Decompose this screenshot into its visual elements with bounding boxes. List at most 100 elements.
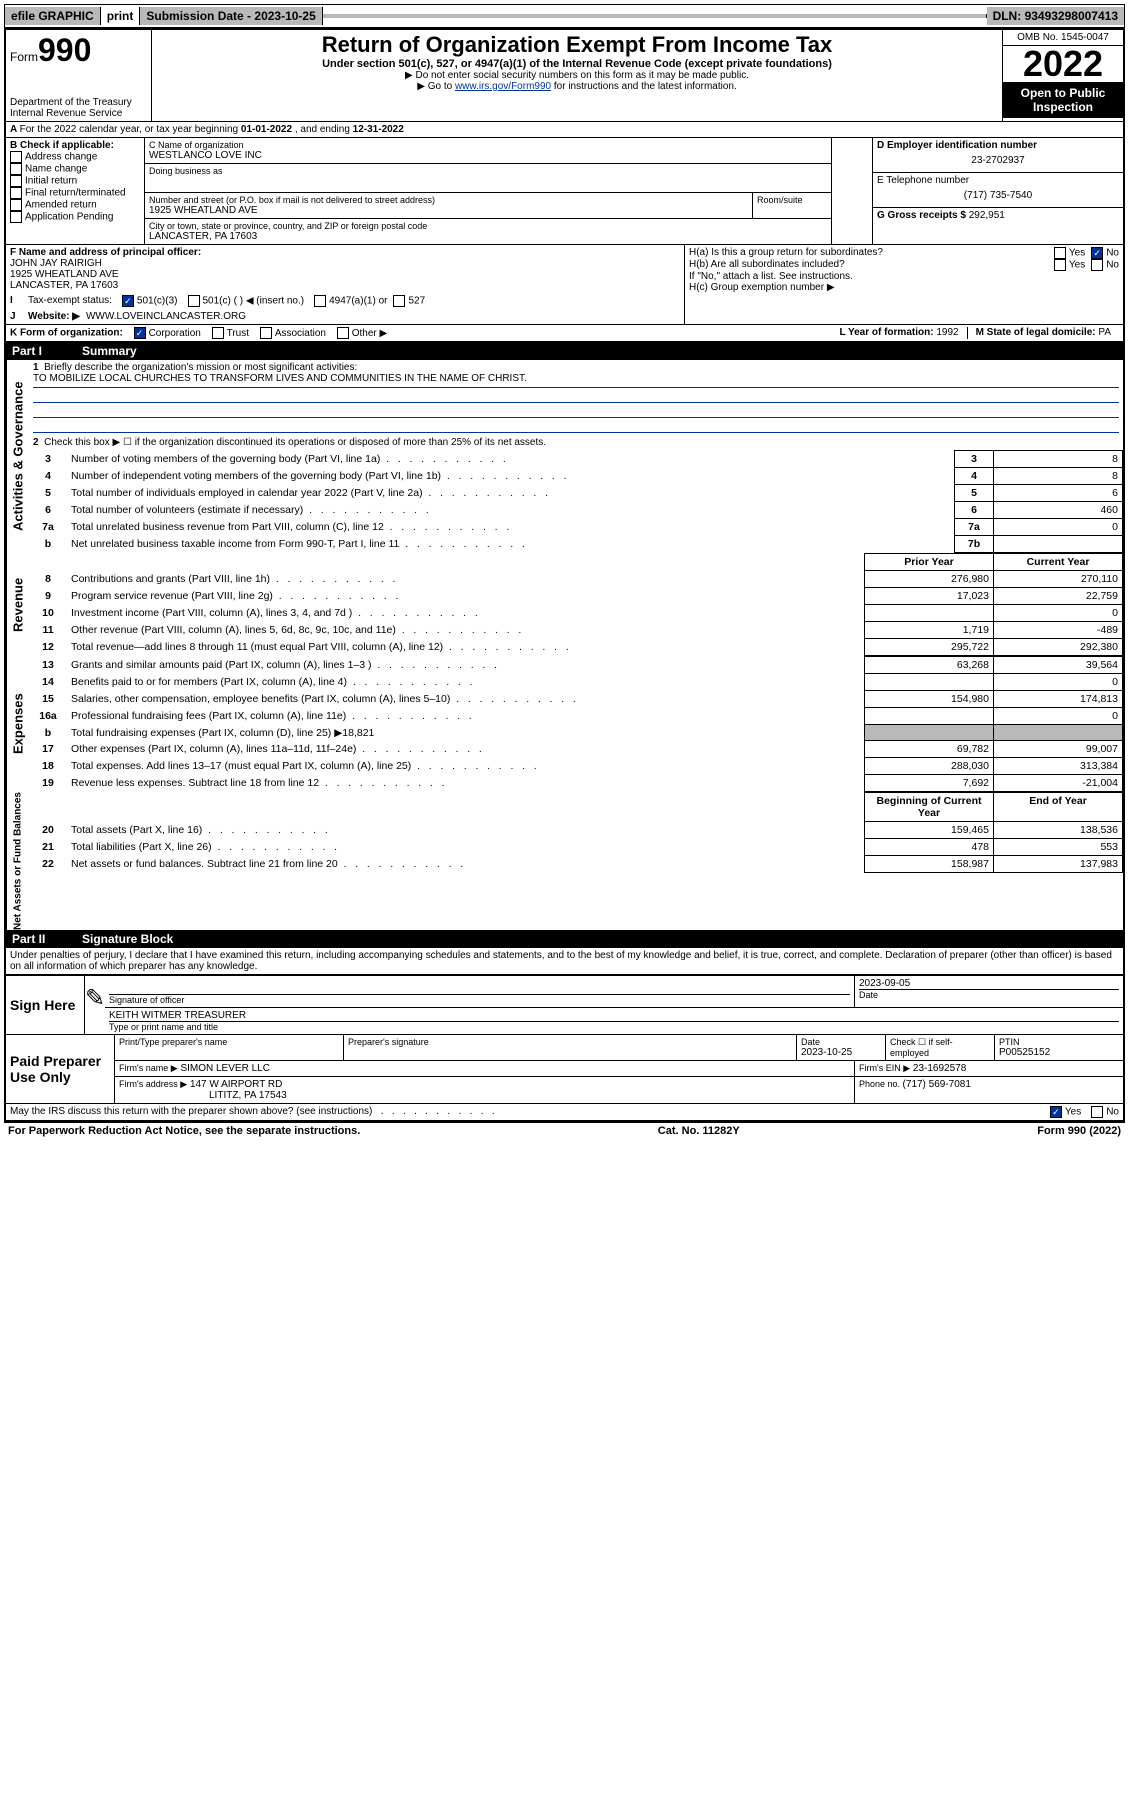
checkbox-trust[interactable]: Trust — [212, 328, 249, 339]
discuss-yes[interactable]: ✓Yes — [1050, 1106, 1081, 1118]
opt-other: Other ▶ — [352, 328, 387, 339]
checkbox-name-change[interactable]: Name change — [10, 163, 140, 175]
firm-phone-label: Phone no. — [859, 1079, 903, 1089]
officer-name: JOHN JAY RAIRIGH — [10, 258, 680, 269]
table-row: 18Total expenses. Add lines 13–17 (must … — [29, 758, 1123, 775]
part-1-body: Activities & Governance 1 Briefly descri… — [6, 360, 1123, 553]
table-row: 4Number of independent voting members of… — [29, 468, 1123, 485]
q2-label: Check this box ▶ ☐ if the organization d… — [44, 437, 546, 448]
vert-label-expenses: Expenses — [6, 656, 29, 792]
firm-phone: (717) 569-7081 — [903, 1079, 971, 1090]
part-1-header: Part I Summary — [6, 342, 1123, 360]
section-k: K Form of organization: ✓Corporation Tru… — [10, 327, 831, 339]
table-row: 6Total number of volunteers (estimate if… — [29, 502, 1123, 519]
paperwork-notice: For Paperwork Reduction Act Notice, see … — [8, 1125, 360, 1137]
expenses-section: Expenses 13Grants and similar amounts pa… — [6, 656, 1123, 792]
spacer-col — [832, 138, 873, 244]
checkbox-application-pending[interactable]: Application Pending — [10, 211, 140, 223]
line-a-mid: , and ending — [292, 124, 353, 135]
table-row: 15Salaries, other compensation, employee… — [29, 691, 1123, 708]
section-b-heading: B Check if applicable: — [10, 140, 140, 151]
table-row: 14Benefits paid to or for members (Part … — [29, 674, 1123, 691]
opt-amended-return: Amended return — [25, 200, 97, 211]
sign-here-label: Sign Here — [6, 976, 85, 1034]
table-row: 3Number of voting members of the governi… — [29, 451, 1123, 468]
form-container: Form990 Department of the Treasury Inter… — [4, 28, 1125, 1123]
checkbox-address-change[interactable]: Address change — [10, 151, 140, 163]
firm-name: SIMON LEVER LLC — [180, 1063, 269, 1074]
efile-graphic-button[interactable]: efile GRAPHIC — [5, 7, 101, 25]
table-header-row: Beginning of Current YearEnd of Year — [29, 793, 1123, 822]
officer-label: F Name and address of principal officer: — [10, 247, 680, 258]
hc-label: H(c) Group exemption number ▶ — [689, 282, 1119, 293]
form-note-goto: ▶ Go to www.irs.gov/Form990 for instruct… — [156, 81, 998, 92]
form-id-footer: Form 990 (2022) — [1037, 1125, 1121, 1137]
section-l: L Year of formation: 1992 — [831, 327, 967, 339]
firm-name-label: Firm's name ▶ — [119, 1063, 178, 1073]
table-row: 11Other revenue (Part VIII, column (A), … — [29, 622, 1123, 639]
l-label: L Year of formation: — [839, 327, 936, 338]
opt-association: Association — [275, 328, 326, 339]
table-row: 19Revenue less expenses. Subtract line 1… — [29, 775, 1123, 792]
section-m: M State of legal domicile: PA — [968, 327, 1119, 339]
line-a-pre: For the 2022 calendar year, or tax year … — [20, 124, 241, 135]
section-b-to-g: B Check if applicable: Address change Na… — [6, 138, 1123, 245]
top-bar-spacer — [323, 14, 987, 18]
prep-sig-label: Preparer's signature — [348, 1037, 792, 1047]
header-middle: Return of Organization Exempt From Incom… — [152, 30, 1002, 121]
discuss-no[interactable]: No — [1091, 1106, 1119, 1118]
checkbox-other[interactable]: Other ▶ — [337, 328, 387, 339]
irs-form990-link[interactable]: www.irs.gov/Form990 — [455, 81, 551, 92]
officer-name-title: KEITH WITMER TREASURER — [109, 1010, 1119, 1021]
hb-label: H(b) Are all subordinates included? — [689, 259, 1054, 271]
note2-pre: ▶ Go to — [417, 81, 455, 92]
table-row: 21Total liabilities (Part X, line 26)478… — [29, 839, 1123, 856]
table-row: 7aTotal unrelated business revenue from … — [29, 519, 1123, 536]
note2-post: for instructions and the latest informat… — [551, 81, 737, 92]
table-row: 20Total assets (Part X, line 16)159,4651… — [29, 822, 1123, 839]
checkbox-501c3[interactable]: ✓501(c)(3) — [122, 295, 178, 307]
section-j: J Website: ▶ WWW.LOVEINCLANCASTER.ORG — [10, 311, 680, 322]
street-address: 1925 WHEATLAND AVE — [149, 205, 748, 216]
checkbox-4947[interactable]: 4947(a)(1) or — [314, 295, 387, 307]
checkbox-527[interactable]: 527 — [393, 295, 425, 307]
self-employed-check[interactable]: Check ☐ if self-employed — [890, 1037, 990, 1058]
vert-label-governance: Activities & Governance — [6, 360, 29, 553]
form-header: Form990 Department of the Treasury Inter… — [6, 30, 1123, 122]
ha-no[interactable]: ✓No — [1091, 247, 1119, 259]
ha-yes[interactable]: Yes — [1054, 247, 1085, 259]
section-k-l-m: K Form of organization: ✓Corporation Tru… — [6, 325, 1123, 342]
opt-address-change: Address change — [25, 152, 97, 163]
print-button[interactable]: print — [101, 7, 141, 25]
room-label: Room/suite — [757, 195, 827, 205]
street-label: Number and street (or P.O. box if mail i… — [149, 195, 748, 205]
top-bar: efile GRAPHIC print Submission Date - 20… — [4, 4, 1125, 28]
dln-label: DLN: — [993, 9, 1025, 23]
submission-date: Submission Date - 2023-10-25 — [140, 7, 322, 25]
table-row: 10Investment income (Part VIII, column (… — [29, 605, 1123, 622]
checkbox-final-return[interactable]: Final return/terminated — [10, 187, 140, 199]
hb-no[interactable]: No — [1091, 259, 1119, 271]
opt-501c: 501(c) ( ) ◀ (insert no.) — [203, 296, 305, 307]
table-row: 22Net assets or fund balances. Subtract … — [29, 856, 1123, 873]
form-990-number: 990 — [38, 32, 91, 68]
checkbox-501c[interactable]: 501(c) ( ) ◀ (insert no.) — [188, 295, 305, 307]
checkbox-association[interactable]: Association — [260, 328, 326, 339]
checkbox-corporation[interactable]: ✓Corporation — [134, 328, 201, 339]
checkbox-initial-return[interactable]: Initial return — [10, 175, 140, 187]
vert-label-net-assets: Net Assets or Fund Balances — [6, 792, 29, 930]
form-title: Return of Organization Exempt From Incom… — [156, 32, 998, 58]
officer-addr1: 1925 WHEATLAND AVE — [10, 269, 680, 280]
checkbox-amended-return[interactable]: Amended return — [10, 199, 140, 211]
tax-year-end: 12-31-2022 — [353, 124, 404, 135]
opt-final-return: Final return/terminated — [25, 188, 126, 199]
officer-addr2: LANCASTER, PA 17603 — [10, 280, 680, 291]
firm-addr-label: Firm's address ▶ — [119, 1079, 187, 1089]
opt-trust: Trust — [227, 328, 249, 339]
firm-addr2: LITITZ, PA 17543 — [209, 1090, 850, 1101]
opt-501c3: 501(c)(3) — [137, 296, 178, 307]
hb-yes[interactable]: Yes — [1054, 259, 1085, 271]
mission-blank-1 — [33, 388, 1119, 403]
sign-here-block: Sign Here ✎ Signature of officer 2023-09… — [6, 974, 1123, 1035]
gross-receipts-value: 292,951 — [969, 210, 1005, 221]
